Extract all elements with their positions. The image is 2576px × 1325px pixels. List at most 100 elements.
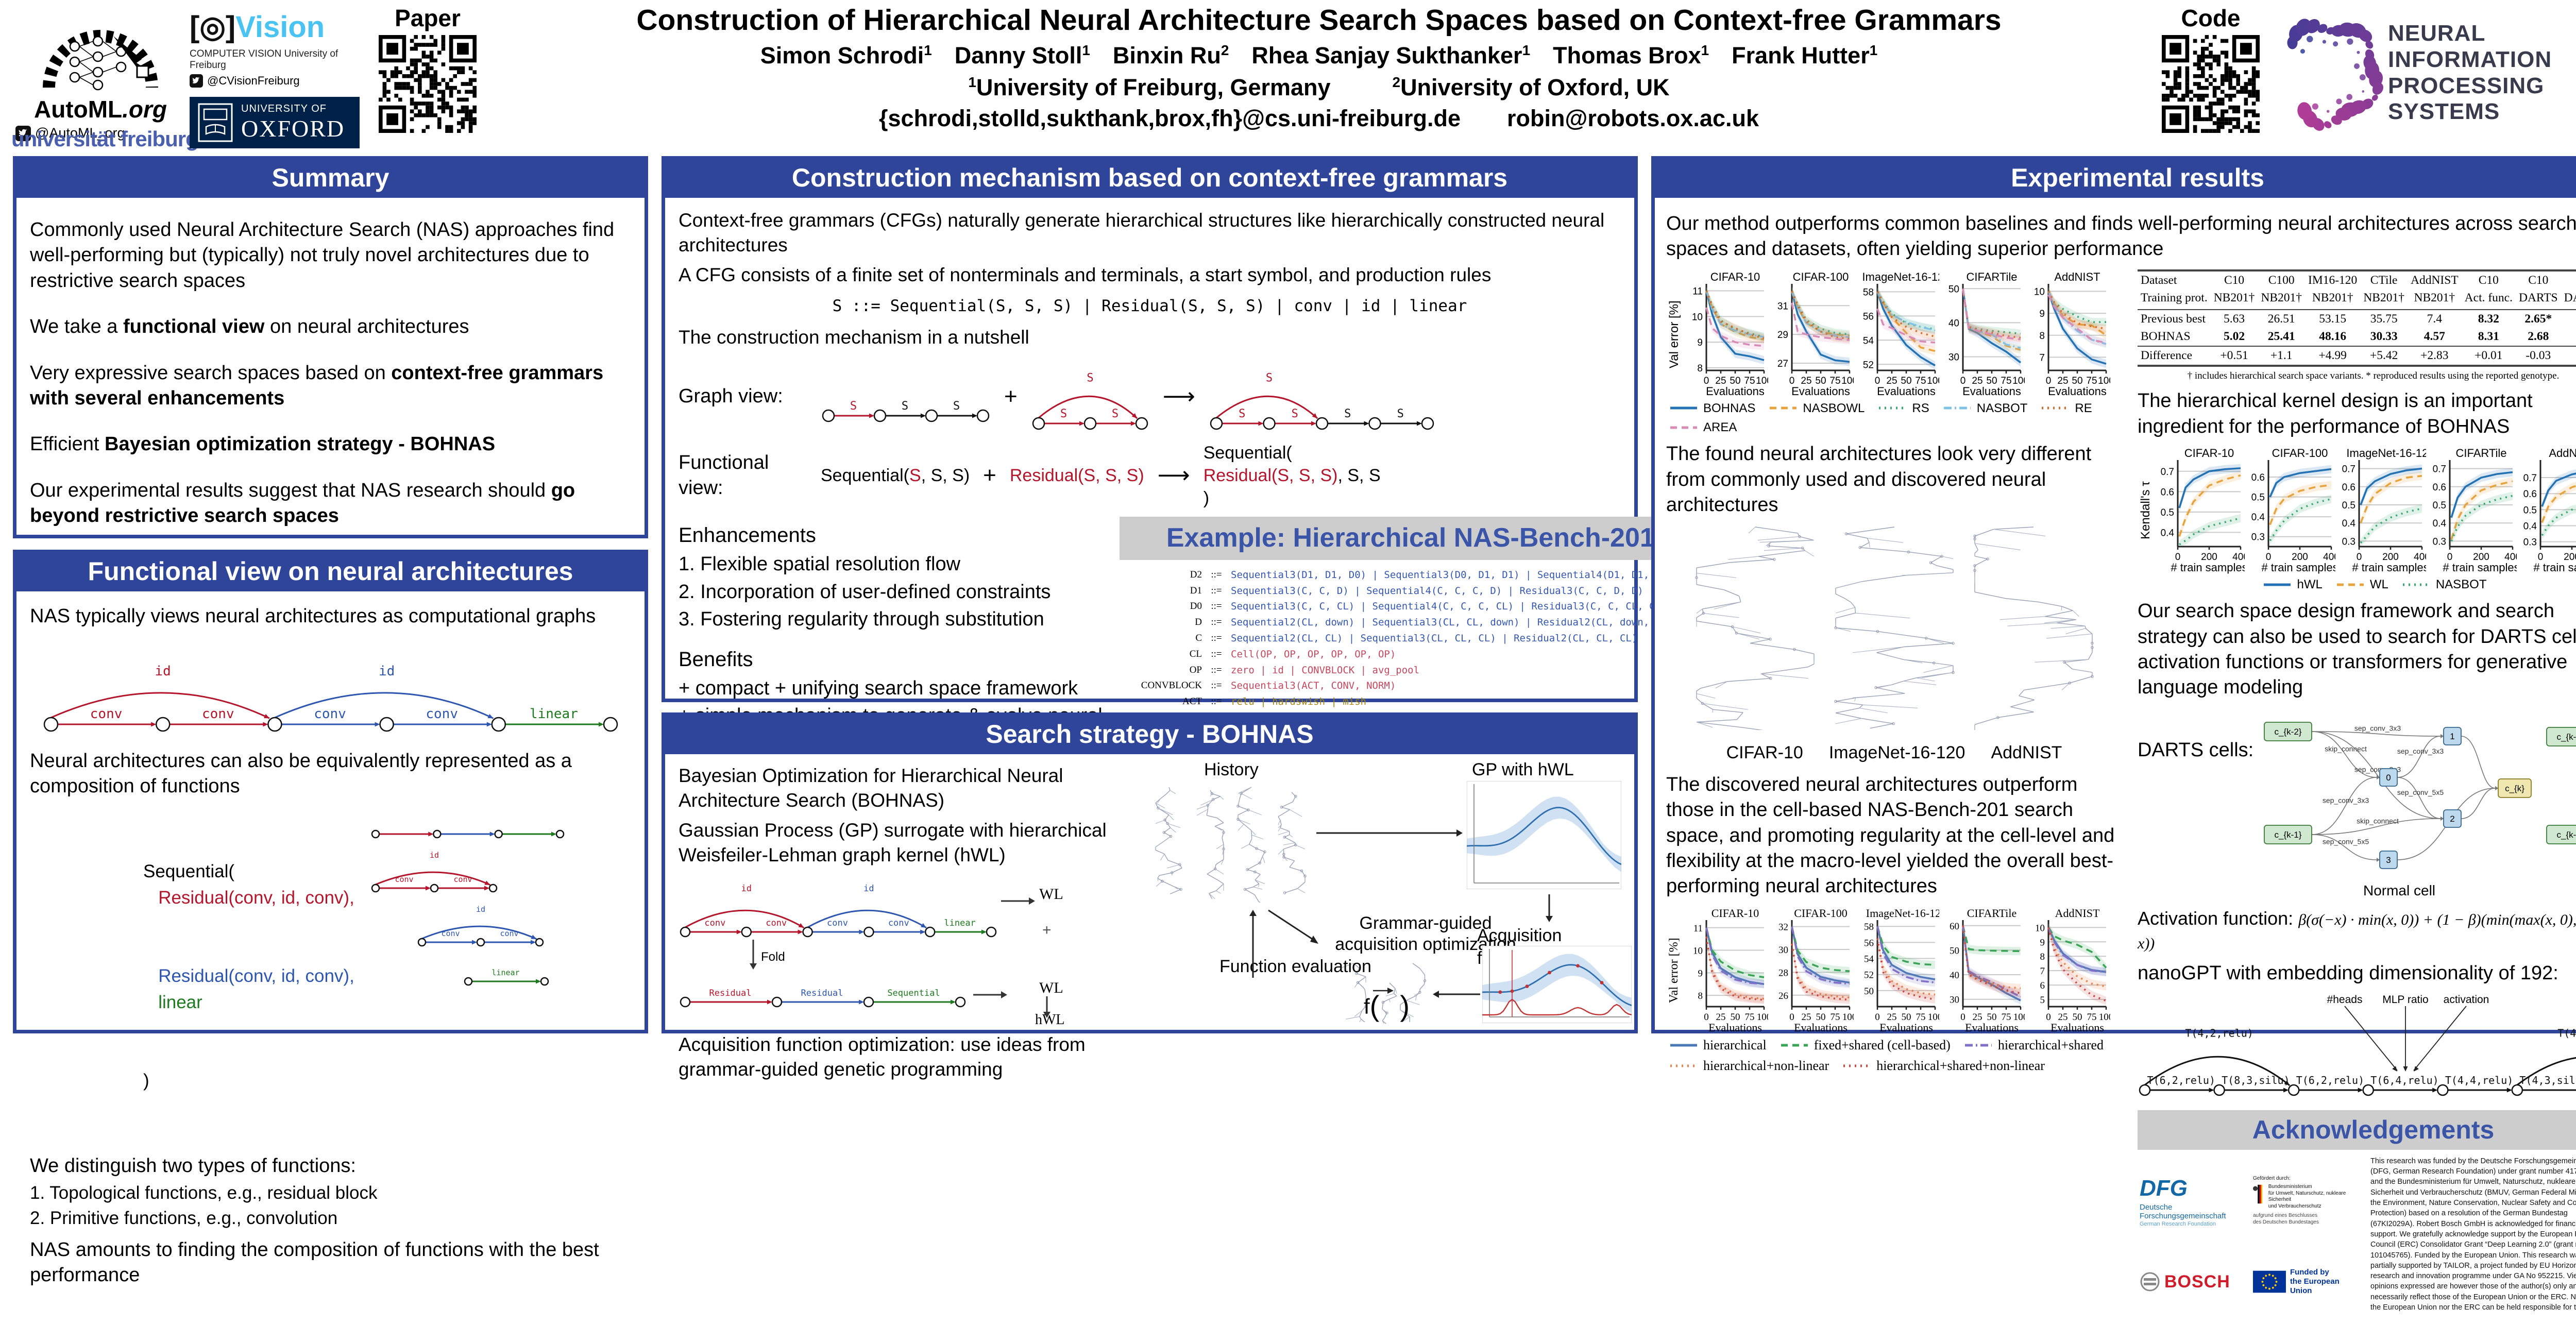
table-footnote: † includes hierarchical search space var… — [2138, 370, 2576, 383]
svg-text:Evaluations: Evaluations — [2048, 385, 2107, 398]
history-label: History — [1204, 758, 1259, 781]
automl-wordmark: AutoML.org — [15, 95, 185, 123]
svg-text:T(4,2,relu): T(4,2,relu) — [2185, 1027, 2253, 1039]
summary-paragraph: Efficient Bayesian optimization strategy… — [30, 432, 631, 457]
arrow-icon — [1266, 908, 1323, 949]
vision-wordmark: [◎]Vision — [190, 9, 360, 44]
svg-text:c_{k-1}: c_{k-1} — [2557, 830, 2576, 840]
svg-text:0.5: 0.5 — [2433, 500, 2446, 511]
svg-text:58: 58 — [1864, 922, 1874, 932]
construction-nutshell-label: The construction mechanism in a nutshell — [679, 325, 1621, 350]
svg-text:11: 11 — [1692, 286, 1703, 297]
arrow-operator: ⟶ — [1163, 382, 1195, 411]
svg-text:54: 54 — [1864, 954, 1874, 964]
author: Simon Schrodi1 — [760, 42, 932, 69]
ablation-charts: Val error [%]CIFAR-108910110255075100Eva… — [1666, 906, 2122, 1035]
subplot-AddNIST: AddNIST56789100255075100Evaluations — [2025, 906, 2110, 1035]
svg-text:AddNIST: AddNIST — [2055, 907, 2100, 920]
activation-function-line: Activation function: β(σ(−x) · min(x, 0)… — [2138, 907, 2576, 955]
enhancements-title: Enhancements — [679, 522, 1106, 549]
svg-text:56: 56 — [1863, 311, 1874, 322]
poster-header: AutoML.org @AutoML_org universität freib… — [0, 0, 2576, 155]
subplot-ImageNet-16-120: ImageNet-16-12050525456580255075100Evalu… — [1854, 906, 1939, 1035]
svg-text:T(4,3,silu): T(4,3,silu) — [2519, 1074, 2576, 1086]
svg-text:0.5: 0.5 — [2251, 492, 2265, 503]
svg-text:S: S — [1087, 371, 1093, 384]
architecture-sketch-addnist — [1972, 524, 2095, 737]
gp-plot — [1467, 781, 1621, 895]
legend-swatch — [1669, 1063, 1698, 1069]
svg-text:id: id — [476, 905, 485, 914]
example-title: Example: Hierarchical NAS-Bench-201 — [1120, 517, 1702, 560]
results-discovered-text: The discovered neural architectures outp… — [1666, 772, 2122, 899]
results-framework-text: Our search space design framework and se… — [2138, 599, 2576, 701]
author: Binxin Ru2 — [1113, 42, 1229, 69]
paper-qr-block: Paper — [379, 4, 477, 135]
svg-text:0.6: 0.6 — [2523, 489, 2537, 500]
arrow-icon — [1315, 825, 1465, 841]
legend-item: hierarchical+shared+non-linear — [1842, 1057, 2045, 1075]
svg-text:conv: conv — [827, 918, 848, 928]
svg-text:ImageNet-16-120: ImageNet-16-120 — [1862, 270, 1939, 283]
svg-text:S: S — [1344, 407, 1351, 420]
graph-diagram — [370, 810, 566, 841]
svg-text:id: id — [430, 851, 439, 860]
automl-arch-icon — [36, 5, 165, 93]
qr-svg — [2162, 35, 2260, 133]
arrow-icon — [1431, 988, 1482, 1001]
sketch-svg — [1194, 787, 1227, 901]
svg-text:5: 5 — [2040, 995, 2045, 1006]
bosch-logo: BOSCH — [2140, 1270, 2248, 1293]
svg-text:# train samples: # train samples — [2171, 561, 2245, 574]
svg-text:30: 30 — [1950, 995, 1959, 1006]
svg-text:Evaluations: Evaluations — [1794, 1021, 1848, 1034]
arrow-icon — [1245, 908, 1261, 980]
svg-text:sep_conv_5x5: sep_conv_5x5 — [2397, 788, 2444, 796]
architecture-sketch-imagenet — [1833, 524, 1956, 737]
svg-text:29: 29 — [1777, 330, 1788, 341]
svg-text:ImageNet-16-120: ImageNet-16-120 — [2346, 447, 2426, 460]
svg-text:9: 9 — [2040, 937, 2045, 948]
svg-text:AddNIST: AddNIST — [2549, 447, 2576, 460]
svg-text:conv: conv — [314, 706, 346, 722]
fold-arrow-icon — [745, 939, 761, 971]
svg-text:Residual: Residual — [709, 988, 752, 998]
y-axis-label: Val error [%] — [1666, 906, 1683, 1035]
grammar-rule: D::=Sequential2(CL, down) | Sequential3(… — [1125, 615, 1697, 631]
arrow-icon — [1541, 893, 1557, 924]
architecture-sketch — [1235, 784, 1268, 908]
sketch-svg — [1833, 524, 1956, 730]
search-p3: Acquisition function optimization: use i… — [679, 1032, 1132, 1082]
svg-text:26: 26 — [1778, 991, 1788, 1001]
reduction-cell-caption: Reduction cell — [2543, 881, 2576, 900]
baseline-charts: Val error [%]CIFAR-108910110255075100Eva… — [1666, 269, 2122, 399]
bosch-anchor-icon — [2140, 1271, 2160, 1292]
freiburg-wordmark: universität freiburg — [11, 127, 198, 151]
summary-paragraph: Commonly used Neural Architecture Search… — [30, 217, 631, 294]
functional-after: Sequential( Residual(S, S, S), S, S ) — [1204, 441, 1381, 510]
svg-text:28: 28 — [1778, 967, 1788, 978]
subplot-AddNIST: AddNIST0.30.40.50.60.70200400# train sam… — [2517, 446, 2576, 575]
functional-before: Sequential(S, S, S) — [821, 464, 970, 487]
sketch-svg — [1275, 789, 1308, 900]
svg-text:T(8,3,silu): T(8,3,silu) — [2222, 1074, 2290, 1086]
svg-text:40: 40 — [1948, 318, 1959, 329]
svg-text:linear: linear — [944, 918, 975, 928]
summary-paragraph: Our experimental results suggest that NA… — [30, 478, 631, 529]
sketch-svg — [1379, 980, 1400, 1026]
legend-swatch — [1769, 405, 1798, 411]
svg-text:40: 40 — [1950, 970, 1959, 981]
svg-text:activation: activation — [2444, 994, 2489, 1006]
architecture-sketch — [1379, 980, 1400, 1033]
construction-title: Construction mechanism based on context-… — [665, 160, 1634, 198]
